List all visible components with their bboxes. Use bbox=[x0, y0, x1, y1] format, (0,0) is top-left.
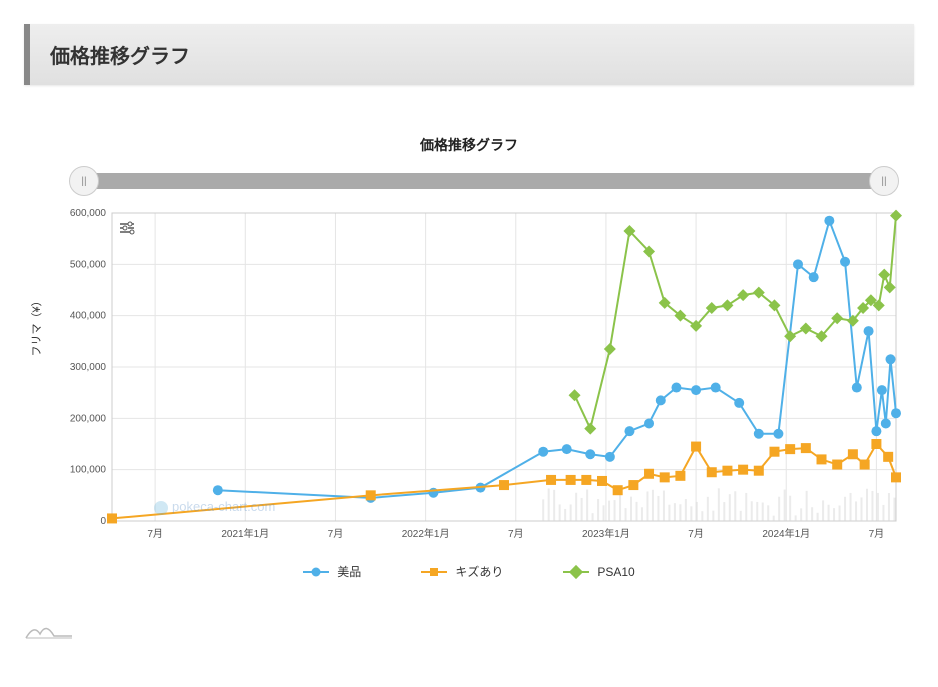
y-axis-label: フリマ（¥） bbox=[28, 295, 44, 356]
svg-text:300,000: 300,000 bbox=[70, 362, 107, 373]
svg-text:2022年1月: 2022年1月 bbox=[402, 527, 450, 540]
svg-text:7月: 7月 bbox=[147, 528, 163, 540]
legend-item-bihin[interactable]: 美品 bbox=[303, 563, 361, 580]
chart-settings-icon[interactable] bbox=[119, 221, 135, 238]
svg-text:2024年1月: 2024年1月 bbox=[762, 527, 810, 540]
page-title: 価格推移グラフ bbox=[50, 40, 894, 69]
svg-text:7月: 7月 bbox=[869, 528, 885, 540]
svg-text:600,000: 600,000 bbox=[70, 209, 107, 219]
svg-text:400,000: 400,000 bbox=[70, 311, 107, 322]
legend-item-kizu[interactable]: キズあり bbox=[421, 563, 503, 580]
svg-text:0: 0 bbox=[100, 516, 106, 527]
svg-text:7月: 7月 bbox=[328, 528, 344, 540]
footer-logo-icon bbox=[24, 618, 74, 647]
svg-text:2023年1月: 2023年1月 bbox=[582, 527, 630, 540]
chart-container: 価格推移グラフ || || フリマ（¥） 0 100,000 200,000 300,… bbox=[24, 135, 914, 580]
slider-handle-left[interactable]: || bbox=[69, 166, 99, 196]
range-slider[interactable]: || || bbox=[84, 173, 884, 189]
svg-text:100,000: 100,000 bbox=[70, 465, 107, 476]
chart-title: 価格推移グラフ bbox=[24, 135, 914, 155]
svg-text:7月: 7月 bbox=[508, 528, 524, 540]
svg-text:200,000: 200,000 bbox=[70, 413, 107, 424]
legend: 美品 キズあり PSA10 bbox=[24, 563, 914, 580]
svg-text:500,000: 500,000 bbox=[70, 259, 107, 270]
plot-area: フリマ（¥） 0100,000200,000300,000400,000500,… bbox=[54, 209, 914, 549]
svg-text:7月: 7月 bbox=[688, 528, 704, 540]
legend-item-psa[interactable]: PSA10 bbox=[563, 563, 634, 580]
legend-label: PSA10 bbox=[597, 565, 634, 579]
svg-text:2021年1月: 2021年1月 bbox=[221, 527, 269, 540]
slider-handle-right[interactable]: || bbox=[869, 166, 899, 196]
header-bar: 価格推移グラフ bbox=[24, 24, 914, 85]
legend-label: 美品 bbox=[337, 563, 361, 580]
chart-svg: 0 100,000 200,000 300,000 400,000 500,000 600,… bbox=[54, 209, 904, 549]
legend-label: キズあり bbox=[455, 563, 503, 580]
